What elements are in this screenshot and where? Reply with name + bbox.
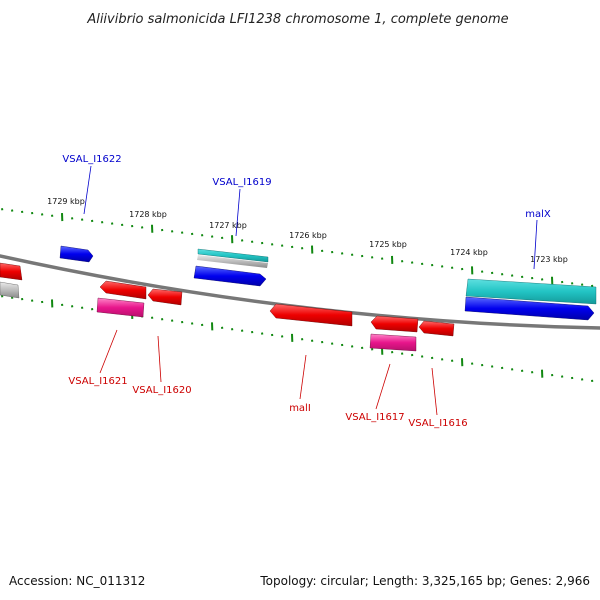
gene-VSAL_I1617-pink-feature[interactable] [369,333,417,352]
gene-edge-red-arrow[interactable] [0,262,23,281]
leader-line-malX [533,219,538,270]
gene-VSAL_I1617-red-arrow[interactable] [370,315,419,333]
gene-malX-arrow[interactable] [464,296,595,321]
gene-label-VSAL_I1619[interactable]: VSAL_I1619 [212,177,271,188]
genome-summary-text: Topology: circular; Length: 3,325,165 bp… [260,574,590,588]
tick-label-1725: 1725 kbp [369,240,407,249]
gray-feature-band[interactable] [197,255,268,268]
tick-label-1728: 1728 kbp [129,210,167,219]
gene-VSAL_I1616-arrow[interactable] [418,320,455,337]
gene-VSAL_I1619-arrow[interactable] [193,265,267,287]
scale-ring-outer [1,208,594,288]
tick-label-1724: 1724 kbp [450,248,488,257]
leader-line-VSAL_I1616 [431,367,438,416]
gene-malI-arrow[interactable] [269,303,353,327]
accession-text: Accession: NC_011312 [9,574,146,588]
leader-line-VSAL_I1620 [157,335,162,383]
gene-label-VSAL_I1616[interactable]: VSAL_I1616 [408,418,467,429]
gene-edge-gray-arrow[interactable] [0,281,20,299]
gene-VSAL_I1620-arrow[interactable] [147,288,183,306]
tick-label-1729: 1729 kbp [47,197,85,206]
tick-label-1723: 1723 kbp [530,255,568,264]
leader-line-VSAL_I1619 [235,188,241,237]
leader-line-malI [299,354,307,400]
gene-VSAL_I1621-pink-feature[interactable] [96,297,145,318]
tick-label-1726: 1726 kbp [289,231,327,240]
gene-VSAL_I1621-arrow[interactable] [99,280,147,300]
leader-line-VSAL_I1621 [99,329,118,374]
leader-line-VSAL_I1617 [375,363,391,410]
leader-line-VSAL_I1622 [83,165,92,215]
gene-label-malI[interactable]: malI [289,403,311,414]
gene-malX-teal-arrow[interactable] [465,278,597,305]
gene-label-VSAL_I1622[interactable]: VSAL_I1622 [62,154,121,165]
gene-label-VSAL_I1620[interactable]: VSAL_I1620 [132,385,191,396]
tick-label-1727: 1727 kbp [209,221,247,230]
gene-label-malX[interactable]: malX [525,209,551,220]
gene-VSAL_I1622-arrow[interactable] [59,245,94,263]
gene-label-VSAL_I1617[interactable]: VSAL_I1617 [345,412,404,423]
teal-feature-arrow[interactable] [197,248,269,263]
map-title: Aliivibrio salmonicida LFI1238 chromosom… [86,12,508,27]
gene-label-VSAL_I1621[interactable]: VSAL_I1621 [68,376,127,387]
